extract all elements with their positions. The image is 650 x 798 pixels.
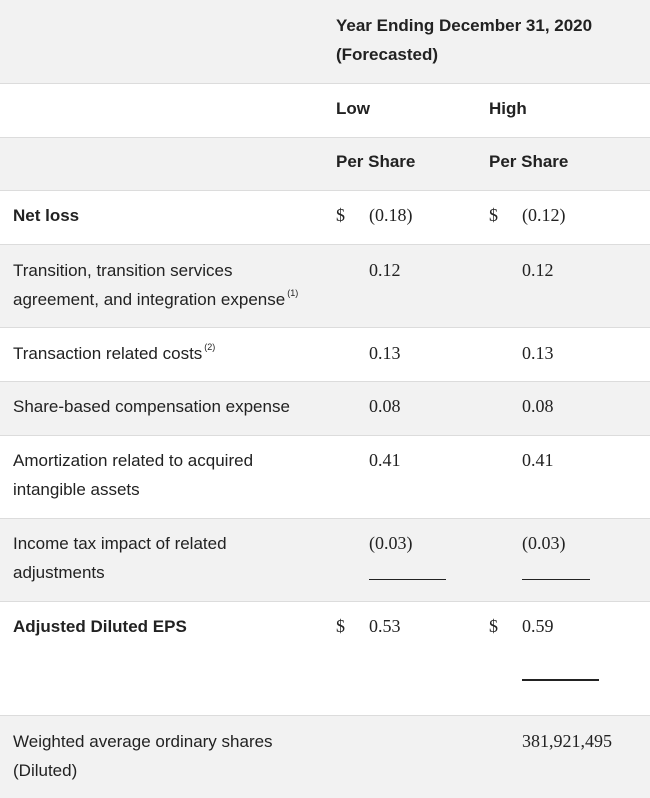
- col-header-high: High: [489, 99, 527, 118]
- row-label: Net loss: [13, 206, 80, 225]
- currency-symbol: $: [489, 616, 498, 636]
- low-value: (0.03): [369, 533, 413, 553]
- table-row-weighted-shares: Weighted average ordinary shares (Dilute…: [0, 716, 650, 798]
- table-row-income-tax: Income tax impact of related adjustments…: [0, 519, 650, 602]
- row-label-line1: Weighted average ordinary shares: [13, 732, 273, 751]
- subtotal-underline-high: [522, 579, 590, 580]
- row-label-line2: adjustments: [13, 563, 105, 582]
- header-row-per-share: Per Share Per Share: [0, 138, 650, 191]
- low-value: 0.13: [369, 343, 401, 363]
- row-label-line2: agreement, and integration expense: [13, 290, 286, 309]
- header-row-period: Year Ending December 31, 2020 (Forecaste…: [0, 0, 650, 84]
- high-value-cell: $ (0.12): [489, 201, 639, 230]
- high-value: 0.12: [522, 260, 554, 280]
- header-row-range: Low High: [0, 84, 650, 138]
- row-label: Weighted average ordinary shares (Dilute…: [13, 727, 313, 785]
- table-row-amortization: Amortization related to acquired intangi…: [0, 436, 650, 519]
- high-value-cell: $0.59: [489, 612, 639, 641]
- footnote-marker: (2): [204, 342, 216, 352]
- row-label-line2: (Diluted): [13, 761, 78, 780]
- currency-symbol: $: [336, 616, 345, 636]
- high-value: 0.08: [522, 396, 554, 416]
- low-value: 0.41: [369, 450, 401, 470]
- footnote-marker: (1): [287, 288, 299, 298]
- subtotal-underline-low: [369, 579, 446, 580]
- row-label-line1: Income tax impact of related: [13, 534, 227, 553]
- low-value: 0.08: [369, 396, 401, 416]
- period-header-line2: (Forecasted): [336, 45, 439, 64]
- high-value: 0.13: [522, 343, 554, 363]
- row-label: Income tax impact of related adjustments: [13, 529, 313, 587]
- table-row-net-loss: Net loss $ (0.18) $ (0.12): [0, 191, 650, 245]
- low-value: (0.18): [369, 205, 413, 225]
- table-row-adjusted-eps: Adjusted Diluted EPS $0.53 $0.59: [0, 602, 650, 716]
- row-label: Transaction related costs (2): [13, 339, 313, 371]
- period-header-line1: Year Ending December 31, 2020: [336, 16, 593, 35]
- col-header-per-share-low: Per Share: [336, 152, 416, 171]
- row-label-text: Transaction related costs: [13, 344, 203, 363]
- low-value: 0.53: [369, 616, 401, 636]
- row-label: Transition, transition services agreemen…: [13, 256, 313, 317]
- table-row-transaction-costs: Transaction related costs (2) 0.13 0.13: [0, 328, 650, 382]
- row-label-line2: intangible assets: [13, 480, 140, 499]
- table-row-share-based-comp: Share-based compensation expense 0.08 0.…: [0, 382, 650, 436]
- table-row-transition: Transition, transition services agreemen…: [0, 245, 650, 328]
- low-value-cell: $0.53: [336, 612, 476, 641]
- high-value: 0.41: [522, 450, 554, 470]
- row-label: Amortization related to acquired intangi…: [13, 446, 313, 504]
- row-label: Adjusted Diluted EPS: [13, 617, 187, 636]
- row-label: Share-based compensation expense: [13, 397, 290, 416]
- col-header-per-share-high: Per Share: [489, 152, 569, 171]
- high-value: (0.03): [522, 533, 566, 553]
- high-value: 0.59: [522, 616, 554, 636]
- currency-symbol: $: [489, 205, 498, 225]
- col-header-low: Low: [336, 99, 370, 118]
- currency-symbol: $: [336, 205, 345, 225]
- high-value: 381,921,495: [522, 731, 612, 751]
- high-value: (0.12): [522, 205, 566, 225]
- row-label-line1: Transition, transition services: [13, 261, 233, 280]
- row-label-line1: Amortization related to acquired: [13, 451, 254, 470]
- low-value-cell: $ (0.18): [336, 201, 476, 230]
- period-header: Year Ending December 31, 2020 (Forecaste…: [336, 11, 636, 69]
- total-underline-high: [522, 679, 599, 681]
- low-value: 0.12: [369, 260, 401, 280]
